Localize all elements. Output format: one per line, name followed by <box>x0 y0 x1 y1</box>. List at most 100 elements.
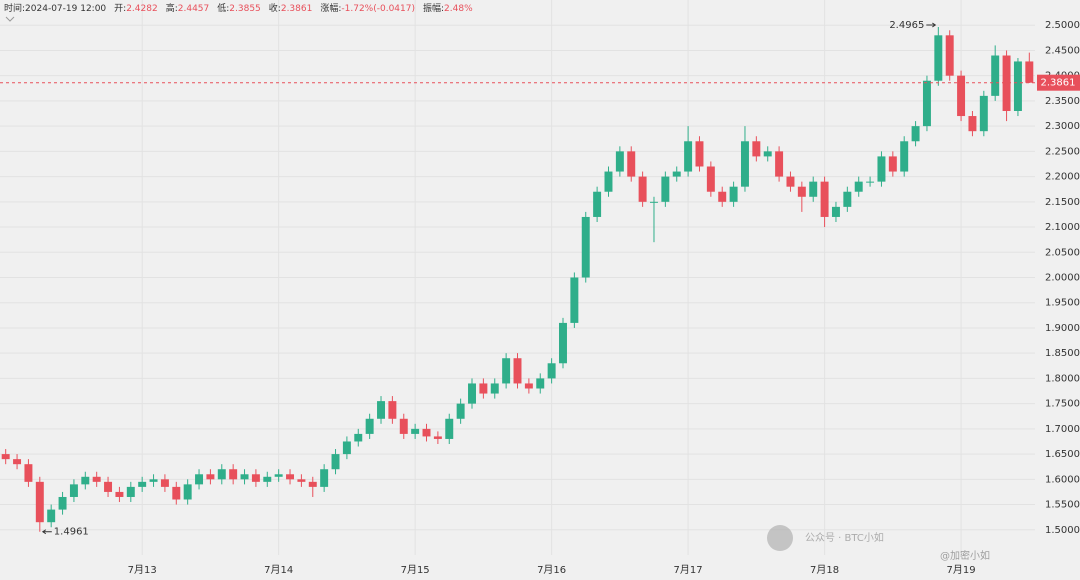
candle-body <box>536 378 545 389</box>
info-item: 开:2.4282 <box>114 1 158 14</box>
candle-body <box>877 156 886 182</box>
candle-body <box>695 141 704 167</box>
y-tick-label: 2.0000 <box>1045 273 1080 284</box>
candle-body <box>92 476 101 482</box>
low-arrow <box>41 529 52 535</box>
x-tick-label: 7月16 <box>537 564 566 576</box>
low-annotation: 1.4961 <box>54 527 89 538</box>
candle-body <box>593 191 602 217</box>
candle-body <box>58 496 67 510</box>
y-tick-label: 2.3500 <box>1045 96 1080 107</box>
info-value: 2.48% <box>444 4 473 14</box>
candle-body <box>24 464 33 482</box>
y-tick-label: 2.3000 <box>1045 121 1080 132</box>
candle-body <box>433 436 442 439</box>
watermark: @加密小如 <box>940 549 990 562</box>
last-price-box <box>1037 74 1080 91</box>
collapse-icon[interactable] <box>5 16 15 22</box>
candle-body <box>206 474 215 480</box>
candle-body <box>672 171 681 177</box>
y-tick-label: 1.7000 <box>1045 424 1080 435</box>
candle-body <box>1002 55 1011 111</box>
y-tick-label: 2.0500 <box>1045 247 1080 258</box>
x-tick-label: 7月18 <box>810 564 839 576</box>
candle-body <box>138 481 147 487</box>
candle-body <box>35 481 44 523</box>
last-price-label: 2.3861 <box>1041 78 1076 89</box>
x-tick-label: 7月13 <box>128 564 157 576</box>
info-value: 2.3855 <box>229 4 261 14</box>
y-tick-label: 2.1000 <box>1045 222 1080 233</box>
candle-body <box>945 35 954 76</box>
candle-body <box>888 156 897 172</box>
candle-body <box>1013 61 1022 111</box>
candle-body <box>217 469 226 480</box>
candle-body <box>308 481 317 487</box>
candle-body <box>627 151 636 177</box>
info-item: 时间:2024-07-19 12:00 <box>4 1 106 14</box>
candle-body <box>399 418 408 434</box>
y-tick-label: 1.9000 <box>1045 323 1080 334</box>
candle-body <box>775 151 784 177</box>
candle-body <box>172 486 181 500</box>
info-bar: 时间:2024-07-19 12:00 开:2.4282 高:2.4457 低:2.3… <box>4 1 473 14</box>
info-item: 振幅:2.48% <box>423 1 473 14</box>
info-value: -1.72%(-0.0417) <box>341 4 415 14</box>
y-tick-label: 1.6000 <box>1045 474 1080 485</box>
candle-body <box>263 476 272 482</box>
candle-body <box>331 454 340 470</box>
candle-body <box>809 181 818 197</box>
candle-body <box>115 491 124 497</box>
high-arrow <box>926 22 937 28</box>
candle-body <box>979 95 988 132</box>
candle-body <box>229 469 238 480</box>
x-tick-label: 7月17 <box>674 564 703 576</box>
candle-body <box>820 181 829 217</box>
candle-body <box>513 358 522 384</box>
info-value: 2.4457 <box>177 4 210 14</box>
candle-body <box>160 479 169 487</box>
candle-body <box>297 479 306 482</box>
info-item: 收:2.3861 <box>269 1 313 14</box>
candle-body <box>69 484 78 497</box>
candle-body <box>957 75 966 117</box>
candle-body <box>843 191 852 207</box>
candle-body <box>900 141 909 172</box>
candle-body <box>559 322 567 364</box>
candle-body <box>183 484 192 500</box>
info-item: 高:2.4457 <box>166 1 210 14</box>
info-label: 振幅: <box>423 4 445 14</box>
candle-body <box>320 469 329 487</box>
x-tick-label: 7月14 <box>264 564 293 576</box>
info-label: 开: <box>114 4 127 14</box>
candle-body <box>570 277 579 323</box>
x-tick-label: 7月15 <box>401 564 430 576</box>
candle-body <box>831 206 840 217</box>
candle-body <box>149 479 158 482</box>
candle-body <box>684 141 693 172</box>
y-tick-label: 1.8000 <box>1045 373 1080 384</box>
y-tick-label: 2.2500 <box>1045 146 1080 157</box>
info-item: 低:2.3855 <box>217 1 261 14</box>
watermark: 公众号 · BTC小如 <box>805 531 884 544</box>
candle-body <box>13 459 22 465</box>
candle-body <box>81 476 90 485</box>
candle-body <box>661 176 670 202</box>
candle-body <box>365 418 374 434</box>
info-label: 时间: <box>4 4 26 14</box>
candle-body <box>911 126 920 142</box>
candle-body <box>354 433 363 442</box>
candle-body <box>991 55 1000 96</box>
y-tick-label: 2.5000 <box>1045 20 1080 31</box>
candle-body <box>342 441 351 455</box>
candle-body <box>479 383 488 394</box>
candle-body <box>490 383 499 394</box>
candle-body <box>251 474 260 482</box>
y-tick-label: 2.1500 <box>1045 197 1080 208</box>
candle-body <box>286 474 295 480</box>
info-label: 低: <box>217 4 230 14</box>
y-tick-label: 1.6500 <box>1045 449 1080 460</box>
info-label: 涨幅: <box>320 4 342 14</box>
